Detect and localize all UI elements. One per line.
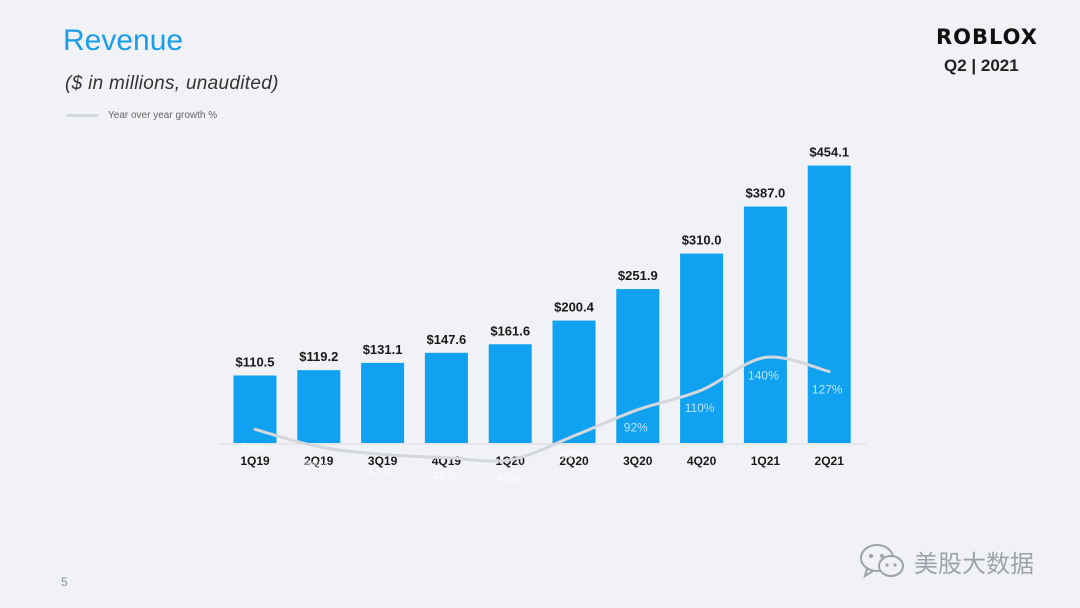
bar-2Q19 [297,370,341,443]
growth-label: 140% [748,368,779,382]
legend: Year over year growth % [66,110,217,121]
x-tick-label: 2Q21 [815,454,845,468]
bar-value-label: $119.2 [299,349,338,364]
wechat-icon [860,544,904,579]
bar-4Q20 [680,253,724,443]
bar-3Q19 [361,362,405,443]
x-tick-label: 2Q19 [304,454,334,468]
watermark-text: 美股大数据 [914,549,1034,578]
bar-1Q20 [488,344,532,443]
x-tick-label: 2Q20 [559,454,589,468]
roblox-logo: ROBLOX [936,25,1038,49]
growth-label: 48% [432,469,456,483]
bar-3Q20 [616,289,660,443]
bar-value-label: $161.6 [490,323,530,338]
x-tick-label: 1Q19 [240,454,270,468]
bar-value-label: $147.6 [427,332,467,347]
x-tick-label: 1Q21 [751,454,781,468]
legend-line-swatch [66,114,98,117]
bar-1Q19 [233,375,277,443]
growth-label: 46% [496,471,520,485]
growth-label: 127% [812,383,843,397]
bar-value-label: $131.1 [363,342,403,357]
growth-label: 58% [305,458,329,472]
x-tick-label: 3Q19 [368,454,398,468]
bar-value-label: $454.1 [809,145,849,160]
x-tick-label: 3Q20 [623,454,653,468]
growth-label: 68% [560,447,584,461]
bar-value-label: $110.5 [235,354,274,369]
subtitle: ($ in millions, unaudited) [65,73,279,94]
bar-value-label: $310.0 [682,233,722,248]
growth-label: 74% [241,440,265,454]
revenue-title: Revenue [63,24,184,57]
bar-value-label: $200.4 [554,300,595,315]
period-label: Q2 | 2021 [944,56,1019,75]
bar-2Q21 [807,165,851,443]
bar-4Q19 [424,352,468,443]
growth-line [253,355,831,463]
growth-label: 51% [369,465,393,479]
bar-value-label: $251.9 [618,268,658,283]
x-tick-label: 4Q20 [687,454,717,468]
page-number: 5 [61,575,68,589]
growth-label: 110% [685,401,715,415]
legend-label: Year over year growth % [108,110,218,121]
growth-label: 92% [624,421,648,435]
bar-1Q21 [743,206,787,443]
bar-2Q20 [552,320,596,443]
watermark: 美股大数据 [858,541,1034,581]
bar-value-label: $387.0 [746,186,786,201]
